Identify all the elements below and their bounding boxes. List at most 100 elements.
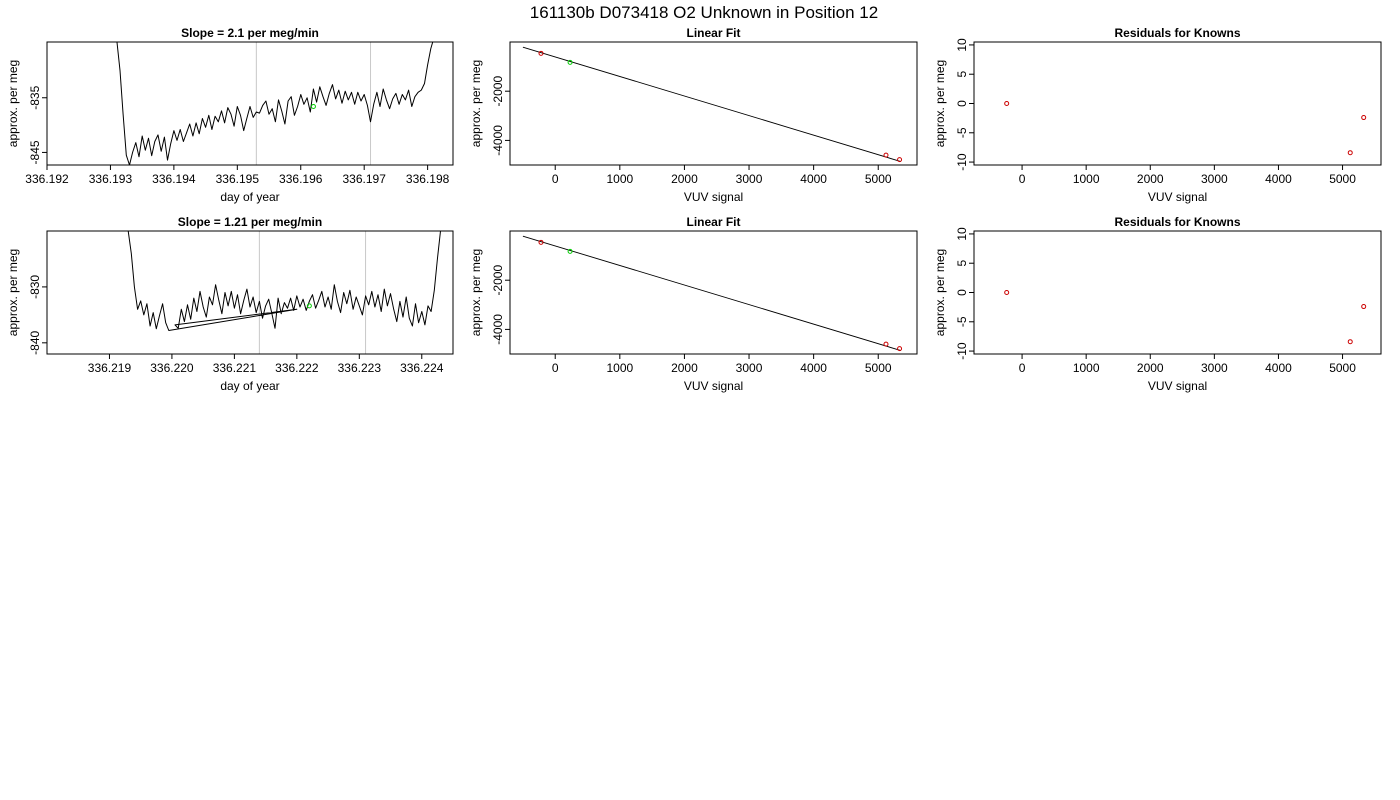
x-tick-label: 336.224 (400, 361, 444, 375)
y-tick-label: -5 (955, 316, 969, 327)
plot-frame (46, 41, 454, 166)
x-tick-label: 5000 (865, 361, 892, 375)
y-axis-label: approx. per meg (933, 249, 947, 336)
data-point (883, 341, 889, 347)
y-tick-label: -2000 (491, 76, 505, 107)
chart-panel-1: Slope = 2.1 per meg/min 336.192 336.193 336… (6, 26, 454, 204)
plot-area (116, 42, 434, 165)
x-tick-label: 5000 (1329, 361, 1356, 375)
x-axis-label: VUV signal (684, 379, 743, 393)
x-tick-label: 2000 (671, 172, 698, 186)
chart-panel-6: Residuals for Knowns 0 1000 2000 3000 4000 500… (933, 215, 1382, 393)
y-tick-label: 0 (955, 100, 969, 107)
x-tick-label: 336.194 (152, 172, 196, 186)
x-tick-label: 4000 (1265, 172, 1292, 186)
plot-area (1004, 290, 1367, 345)
data-point (1004, 290, 1010, 295)
y-tick-label: -4000 (491, 125, 505, 156)
fit-line (522, 46, 901, 162)
plot-frame (509, 230, 918, 355)
x-tick-label: 1000 (606, 172, 633, 186)
y-tick-label: -5 (955, 127, 969, 138)
data-point (1361, 115, 1367, 121)
chart-title: Residuals for Knowns (1114, 26, 1240, 40)
x-tick-label: 4000 (800, 172, 827, 186)
x-tick-label: 0 (1019, 172, 1026, 186)
x-tick-label: 1000 (606, 361, 633, 375)
fit-line (522, 235, 901, 351)
series-line (127, 231, 441, 331)
x-tick-label: 336.195 (216, 172, 260, 186)
y-tick-label: -830 (28, 275, 42, 299)
x-axis-label: VUV signal (1148, 190, 1207, 204)
data-point (1361, 304, 1367, 310)
x-tick-label: 2000 (671, 361, 698, 375)
x-tick-label: 3000 (1201, 361, 1228, 375)
chart-title: Linear Fit (686, 215, 740, 229)
x-axis-label: VUV signal (1148, 379, 1207, 393)
x-tick-label: 3000 (736, 172, 763, 186)
x-tick-label: 4000 (1265, 361, 1292, 375)
chart-title: Slope = 1.21 per meg/min (178, 215, 322, 229)
y-tick-label: -10 (955, 153, 969, 171)
chart-title: Slope = 2.1 per meg/min (181, 26, 319, 40)
y-tick-label: 10 (955, 227, 969, 241)
x-tick-label: 2000 (1137, 172, 1164, 186)
data-point (306, 303, 312, 309)
x-tick-label: 4000 (800, 361, 827, 375)
x-tick-label: 336.196 (279, 172, 323, 186)
x-tick-label: 336.220 (150, 361, 194, 375)
y-axis-label: approx. per meg (469, 60, 483, 147)
data-point (1347, 339, 1353, 345)
x-tick-label: 2000 (1137, 361, 1164, 375)
data-point (538, 50, 544, 56)
x-axis-label: day of year (220, 379, 279, 393)
data-point (1004, 101, 1010, 106)
x-tick-label: 0 (1019, 361, 1026, 375)
plot-frame (46, 230, 454, 355)
y-tick-label: -845 (28, 140, 42, 164)
y-tick-label: 10 (955, 38, 969, 52)
data-point (538, 239, 544, 245)
y-axis-label: approx. per meg (6, 249, 20, 336)
y-tick-label: 5 (955, 71, 969, 78)
x-tick-label: 336.198 (406, 172, 450, 186)
chart-title: Residuals for Knowns (1114, 215, 1240, 229)
data-point (567, 248, 573, 254)
y-tick-label: -4000 (491, 314, 505, 345)
y-tick-label: 0 (955, 289, 969, 296)
x-tick-label: 336.223 (338, 361, 382, 375)
x-axis-label: VUV signal (684, 190, 743, 204)
plot-area (522, 46, 903, 163)
y-tick-label: -840 (28, 330, 42, 354)
data-point (897, 346, 903, 352)
figure-title: 161130b D073418 O2 Unknown in Position 1… (530, 3, 878, 22)
plot-frame (509, 41, 918, 166)
y-tick-label: -835 (28, 85, 42, 109)
x-tick-label: 0 (552, 172, 559, 186)
x-tick-label: 336.197 (342, 172, 386, 186)
data-point (567, 59, 573, 65)
x-tick-label: 3000 (1201, 172, 1228, 186)
x-tick-label: 5000 (865, 172, 892, 186)
chart-panel-4: Slope = 1.21 per meg/min 336.219 336.220 33… (6, 215, 454, 393)
data-point (310, 104, 316, 110)
x-tick-label: 336.192 (25, 172, 69, 186)
x-tick-label: 336.222 (275, 361, 319, 375)
y-tick-label: 5 (955, 260, 969, 267)
series-line (116, 42, 434, 165)
y-axis-label: approx. per meg (6, 60, 20, 147)
x-tick-label: 1000 (1073, 172, 1100, 186)
data-point (883, 152, 889, 158)
panels: Slope = 2.1 per meg/min 336.192 336.193 336… (6, 26, 1382, 393)
y-axis-label: approx. per meg (469, 249, 483, 336)
plot-area (1004, 101, 1367, 156)
chart-title: Linear Fit (686, 26, 740, 40)
chart-panel-5: Linear Fit 0 1000 2000 3000 4000 5000 -2000 -400… (469, 215, 918, 393)
x-tick-label: 336.221 (213, 361, 257, 375)
x-tick-label: 0 (552, 361, 559, 375)
x-tick-label: 3000 (736, 361, 763, 375)
x-axis-label: day of year (220, 190, 279, 204)
